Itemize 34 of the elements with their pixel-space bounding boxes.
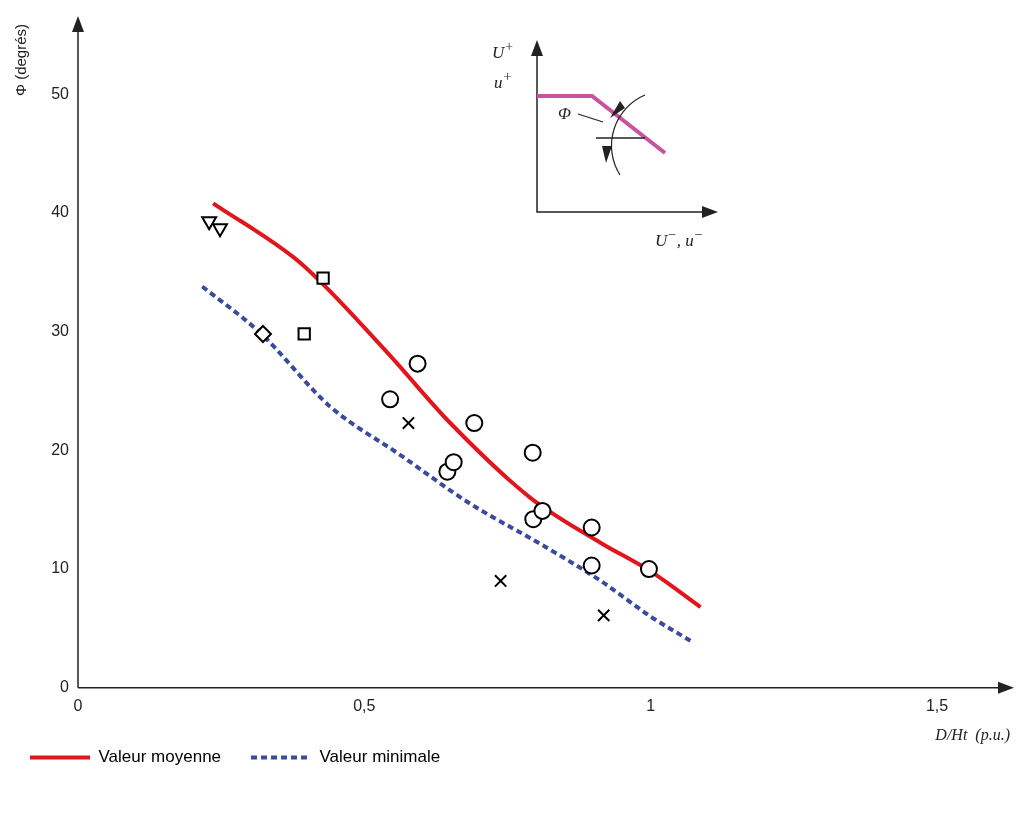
x-tick-label: 0: [73, 696, 83, 714]
point: [597, 608, 611, 623]
annotation: Φ: [558, 104, 571, 124]
x-axis-title: D/Ht (p.u.): [934, 726, 1010, 744]
x-tick-label: 1,5: [925, 696, 949, 714]
annotation: U$^{−}$, u$^{−}$: [655, 226, 704, 251]
legend-label: Valeur minimale: [319, 747, 441, 767]
point: [444, 453, 463, 472]
point: [381, 390, 400, 409]
point: [401, 416, 416, 430]
y-tick-label: 40: [51, 203, 70, 221]
line-series: [211, 201, 703, 610]
y-tick-label: 30: [51, 322, 70, 339]
x-tick-label: 0,5: [353, 696, 376, 714]
point: [582, 518, 601, 537]
annotation: u$^{+}$: [494, 68, 513, 93]
point: [408, 354, 427, 373]
point: [316, 271, 330, 285]
y-tick-label: 20: [51, 440, 70, 458]
point: [639, 560, 658, 579]
x-tick-label: 1: [646, 696, 656, 714]
point: [533, 501, 552, 520]
y-tick-label: 0: [60, 678, 70, 696]
point: [297, 327, 311, 341]
y-axis-title: Φ (degrés): [12, 24, 30, 96]
point: [523, 443, 542, 462]
point: [465, 414, 484, 433]
y-tick-label: 10: [51, 559, 70, 577]
y-tick-label: 50: [51, 84, 70, 102]
point: [493, 574, 508, 588]
legend-label: Valeur moyenne: [98, 747, 222, 767]
point: [582, 556, 601, 575]
annotation: U$^{+}$: [492, 38, 514, 63]
point: [253, 324, 272, 343]
